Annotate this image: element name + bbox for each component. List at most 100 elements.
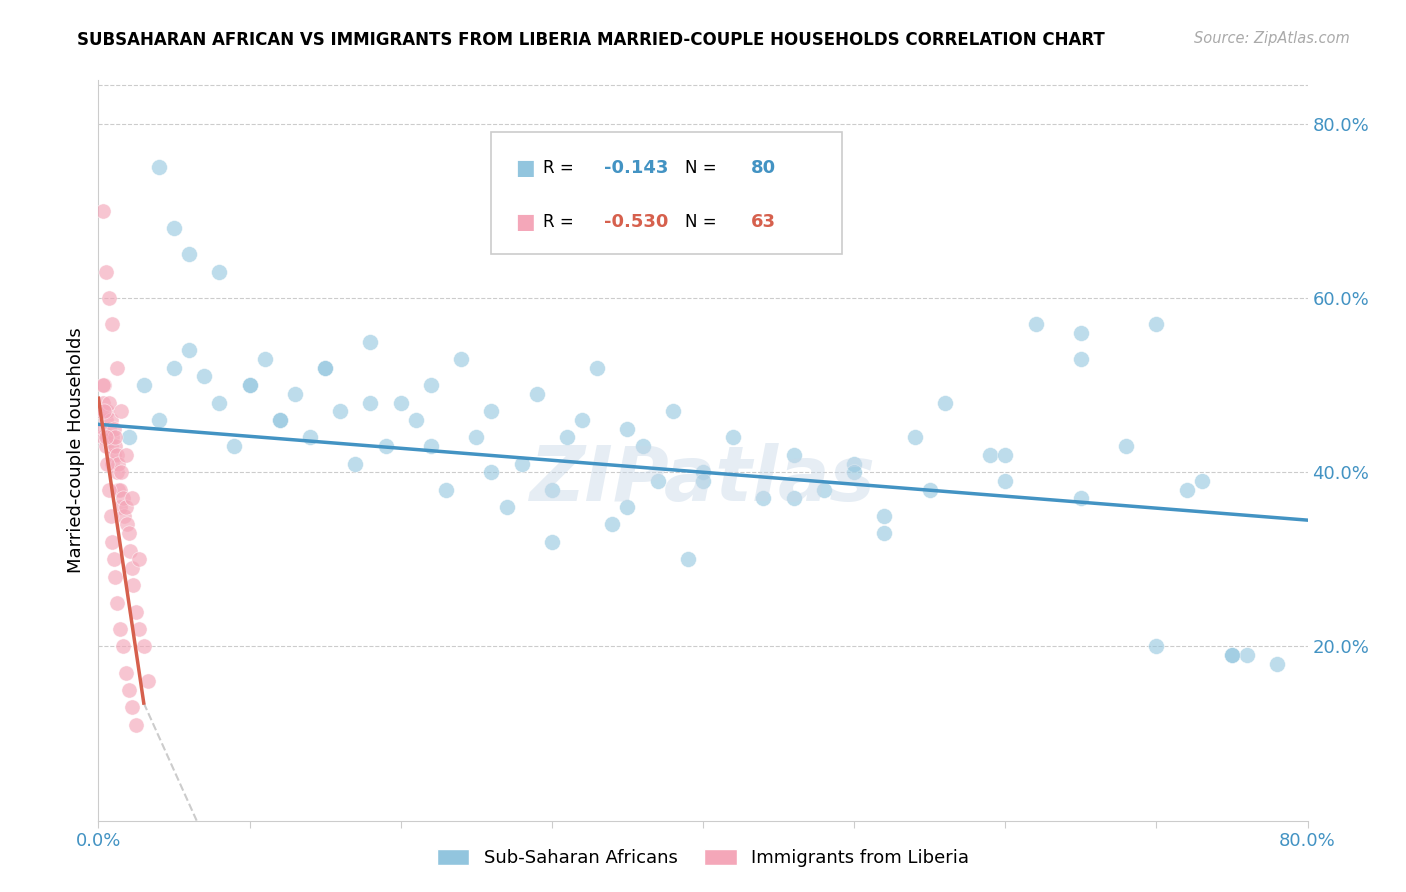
Point [481,404,503,418]
Point [193,369,215,384]
Point [163,360,186,375]
Point [934,395,956,409]
Y-axis label: Married-couple Households: Married-couple Households [66,327,84,574]
Text: -0.143: -0.143 [603,159,668,177]
Point [1220,648,1243,662]
Point [100,413,122,427]
Point [844,465,866,479]
Point [979,448,1001,462]
Point [103,552,125,566]
Point [208,265,231,279]
Point [224,439,246,453]
Point [994,474,1017,488]
Point [873,526,896,541]
Point [101,317,124,331]
Point [752,491,775,506]
FancyBboxPatch shape [492,132,842,254]
Point [91,203,114,218]
Point [93,404,115,418]
Point [602,517,624,532]
Point [723,430,745,444]
Point [98,422,121,436]
Point [994,448,1017,462]
Point [299,430,322,444]
Point [1191,474,1213,488]
Point [105,596,128,610]
Point [111,491,134,506]
Point [121,700,143,714]
Point [122,578,145,592]
Point [495,500,517,514]
Point [450,351,472,366]
Point [111,640,134,654]
Point [314,360,336,375]
Point [118,526,141,541]
Point [101,430,124,444]
Point [114,665,136,680]
Point [114,448,136,462]
Point [692,474,714,488]
Point [1267,657,1289,671]
Point [121,491,143,506]
Point [101,457,124,471]
Point [118,683,141,698]
Point [314,360,336,375]
Point [676,552,699,566]
Point [96,430,118,444]
Point [631,439,654,453]
Point [125,605,148,619]
Text: ZIPatlas: ZIPatlas [530,443,876,517]
Point [1024,317,1046,331]
Point [360,334,382,349]
Point [148,161,170,175]
Point [132,378,155,392]
Point [108,483,131,497]
Point [115,517,138,532]
Point [420,378,443,392]
Point [844,457,866,471]
Text: 80: 80 [751,159,776,177]
Point [540,483,562,497]
Point [360,395,382,409]
Point [105,360,128,375]
Point [114,500,136,514]
Point [420,439,443,453]
Point [616,422,638,436]
Point [136,674,159,689]
Text: Source: ZipAtlas.com: Source: ZipAtlas.com [1194,31,1350,46]
Point [389,395,412,409]
Point [100,439,122,453]
Point [118,430,141,444]
Point [253,351,276,366]
Point [94,413,117,427]
Point [329,404,352,418]
Point [121,561,143,575]
Point [918,483,941,497]
Point [813,483,835,497]
Point [481,465,503,479]
Point [91,395,114,409]
Point [783,448,806,462]
Point [104,439,127,453]
Legend: Sub-Saharan Africans, Immigrants from Liberia: Sub-Saharan Africans, Immigrants from Li… [429,842,977,874]
Point [586,360,609,375]
Point [873,508,896,523]
Point [1070,491,1092,506]
Point [465,430,488,444]
Point [1236,648,1258,662]
Point [108,500,131,514]
Point [105,448,128,462]
Point [104,430,127,444]
Point [128,622,150,636]
Text: N =: N = [685,159,721,177]
Point [1070,326,1092,340]
Point [269,413,291,427]
Point [96,457,118,471]
Point [616,500,638,514]
Point [98,395,121,409]
Point [91,430,114,444]
Point [344,457,367,471]
Point [239,378,262,392]
Point [90,404,112,418]
Point [98,483,121,497]
